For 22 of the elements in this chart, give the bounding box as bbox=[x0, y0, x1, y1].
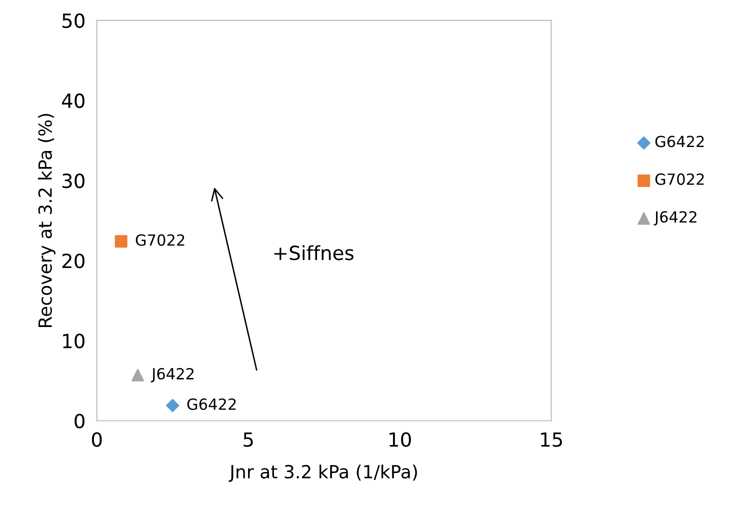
x-tick-label: 5 bbox=[244, 432, 253, 447]
text: G6422 bbox=[187, 398, 236, 410]
x-tick-label: 10 bbox=[390, 432, 411, 447]
x-axis-title: Jnr at 3.2 kPa (1/kPa) bbox=[228, 464, 417, 482]
y-tick-label: 40 bbox=[62, 93, 84, 108]
x-tick-label: 15 bbox=[541, 432, 562, 447]
y-axis-title: Recovery at 3.2 kPa (%) bbox=[38, 114, 56, 327]
point bbox=[166, 398, 180, 412]
y-tick-label: 10 bbox=[63, 334, 84, 348]
legend-label: G6422 bbox=[655, 136, 704, 148]
legend-label: J6422 bbox=[654, 211, 696, 226]
y-tick-label: 0 bbox=[74, 414, 84, 428]
text: J6422 bbox=[150, 368, 194, 382]
y-tick-label: 50 bbox=[62, 13, 84, 28]
y-tick-label: 30 bbox=[62, 173, 84, 188]
x-tick-label: 0 bbox=[92, 432, 102, 447]
legend-label: G7022 bbox=[655, 173, 704, 185]
point bbox=[132, 368, 144, 382]
point bbox=[114, 235, 128, 248]
y-tick-label: 20 bbox=[62, 254, 84, 268]
text: G7022 bbox=[136, 234, 184, 246]
annotation: +Siffnes bbox=[274, 245, 354, 260]
